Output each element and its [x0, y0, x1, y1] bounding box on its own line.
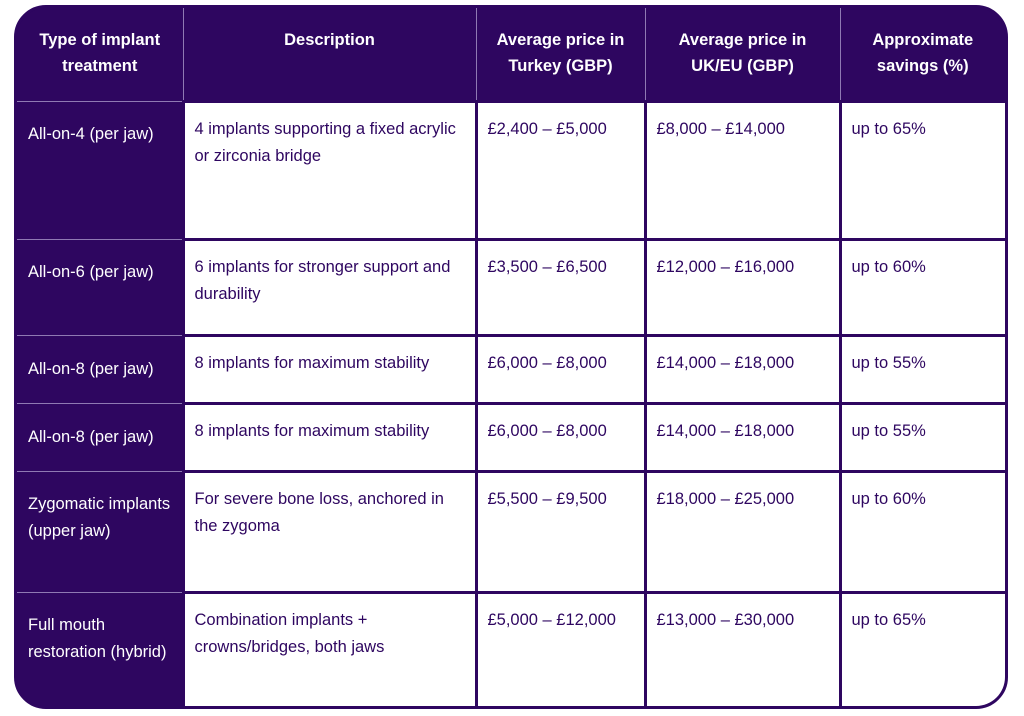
cell-price-uk-eu: £12,000 – £16,000 [643, 238, 842, 337]
cell-savings: up to 65% [838, 591, 1005, 706]
table-row: Full mouth restoration (hybrid) Combinat… [17, 591, 1005, 706]
cell-savings: up to 60% [838, 470, 1005, 594]
cell-description: Combination implants + crowns/bridges, b… [181, 591, 478, 706]
cell-price-uk-eu: £18,000 – £25,000 [643, 470, 842, 594]
header-price-uk-eu: Average price in UK/EU (GBP) [644, 8, 840, 102]
cell-description: 8 implants for maximum stability [181, 334, 478, 405]
cell-price-turkey: £6,000 – £8,000 [474, 334, 647, 405]
implant-price-table: Type of implant treatment Description Av… [17, 8, 1005, 706]
cell-type: All-on-4 (per jaw) [17, 101, 183, 240]
cell-description: 6 implants for stronger support and dura… [181, 238, 478, 337]
table-row: All-on-4 (per jaw) 4 implants supporting… [17, 100, 1005, 241]
cell-description: For severe bone loss, anchored in the zy… [181, 470, 478, 594]
cell-price-turkey: £2,400 – £5,000 [474, 100, 647, 241]
cell-price-uk-eu: £14,000 – £18,000 [643, 402, 842, 473]
cell-type: All-on-8 (per jaw) [17, 335, 183, 404]
table-row: All-on-8 (per jaw) 8 implants for maximu… [17, 334, 1005, 405]
cell-type: Full mouth restoration (hybrid) [17, 592, 183, 706]
cell-type: Zygomatic implants (upper jaw) [17, 471, 183, 593]
header-type: Type of implant treatment [17, 8, 183, 102]
cell-savings: up to 60% [838, 238, 1005, 337]
table-header-row: Type of implant treatment Description Av… [17, 8, 1005, 102]
cell-type: All-on-6 (per jaw) [17, 239, 183, 336]
cell-description: 4 implants supporting a fixed acrylic or… [181, 100, 478, 241]
table-row: All-on-8 (per jaw) 8 implants for maximu… [17, 402, 1005, 473]
cell-price-uk-eu: £14,000 – £18,000 [643, 334, 842, 405]
price-comparison-table-container: Type of implant treatment Description Av… [14, 5, 1008, 709]
cell-type: All-on-8 (per jaw) [17, 403, 183, 472]
table-row: Zygomatic implants (upper jaw) For sever… [17, 470, 1005, 594]
cell-price-turkey: £5,000 – £12,000 [474, 591, 647, 706]
cell-savings: up to 65% [838, 100, 1005, 241]
cell-price-turkey: £3,500 – £6,500 [474, 238, 647, 337]
header-savings: Approximate savings (%) [839, 8, 1005, 102]
header-price-turkey: Average price in Turkey (GBP) [475, 8, 645, 102]
cell-price-turkey: £6,000 – £8,000 [474, 402, 647, 473]
cell-price-uk-eu: £13,000 – £30,000 [643, 591, 842, 706]
header-description: Description [182, 8, 476, 102]
cell-price-uk-eu: £8,000 – £14,000 [643, 100, 842, 241]
cell-price-turkey: £5,500 – £9,500 [474, 470, 647, 594]
cell-savings: up to 55% [838, 402, 1005, 473]
cell-description: 8 implants for maximum stability [181, 402, 478, 473]
table-row: All-on-6 (per jaw) 6 implants for strong… [17, 238, 1005, 337]
cell-savings: up to 55% [838, 334, 1005, 405]
